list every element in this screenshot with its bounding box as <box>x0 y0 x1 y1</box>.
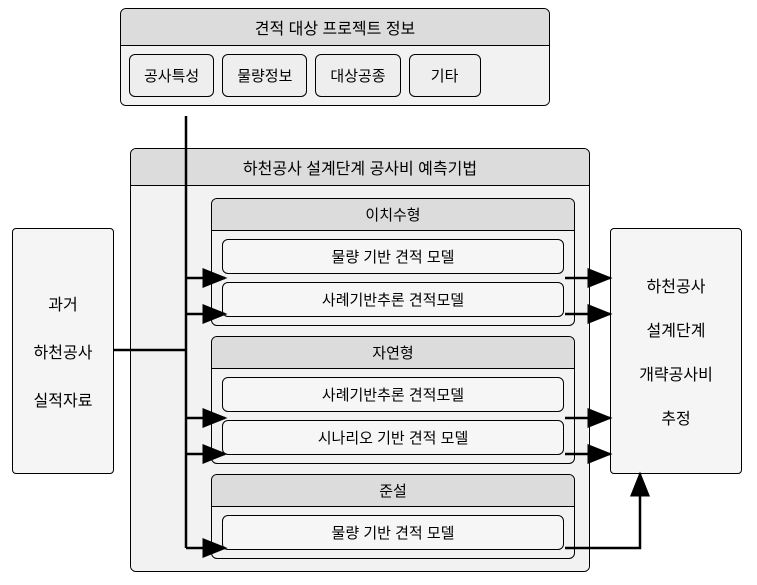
model-quantity-based-1: 물량 기반 견적 모델 <box>222 239 564 274</box>
group-natural-body: 사례기반추론 견적모델 시나리오 기반 견적 모델 <box>212 369 574 463</box>
right-line-3: 개략공사비 <box>617 361 735 385</box>
tab-etc: 기타 <box>409 54 481 97</box>
center-panel-body: 이치수형 물량 기반 견적 모델 사례기반추론 견적모델 자연형 사례기반추론 … <box>131 186 589 571</box>
top-panel: 견적 대상 프로젝트 정보 공사특성 물량정보 대상공종 기타 <box>120 8 550 106</box>
tab-target-work-type: 대상공종 <box>315 54 400 97</box>
top-panel-body: 공사특성 물량정보 대상공종 기타 <box>121 46 549 105</box>
right-line-4: 추정 <box>617 405 735 429</box>
left-line-3: 실적자료 <box>19 387 107 411</box>
group-conventional: 이치수형 물량 기반 견적 모델 사례기반추론 견적모델 <box>211 198 575 326</box>
right-box-output: 하천공사 설계단계 개략공사비 추정 <box>610 228 742 474</box>
group-conventional-title: 이치수형 <box>212 199 574 231</box>
model-cbr-2: 사례기반추론 견적모델 <box>222 377 564 412</box>
group-dredging-body: 물량 기반 견적 모델 <box>212 507 574 558</box>
model-cbr-1: 사례기반추론 견적모델 <box>222 282 564 317</box>
left-line-1: 과거 <box>19 291 107 315</box>
top-panel-title: 견적 대상 프로젝트 정보 <box>121 9 549 46</box>
group-dredging-title: 준설 <box>212 475 574 507</box>
tab-quantity-info: 물량정보 <box>222 54 307 97</box>
left-box-historical-data: 과거 하천공사 실적자료 <box>12 228 114 474</box>
center-panel-title: 하천공사 설계단계 공사비 예측기법 <box>131 149 589 186</box>
group-natural: 자연형 사례기반추론 견적모델 시나리오 기반 견적 모델 <box>211 336 575 464</box>
group-conventional-body: 물량 기반 견적 모델 사례기반추론 견적모델 <box>212 231 574 325</box>
center-panel: 하천공사 설계단계 공사비 예측기법 이치수형 물량 기반 견적 모델 사례기반… <box>130 148 590 572</box>
right-line-1: 하천공사 <box>617 273 735 297</box>
group-natural-title: 자연형 <box>212 337 574 369</box>
model-scenario-based: 시나리오 기반 견적 모델 <box>222 420 564 455</box>
left-line-2: 하천공사 <box>19 339 107 363</box>
right-line-2: 설계단계 <box>617 317 735 341</box>
model-quantity-based-2: 물량 기반 견적 모델 <box>222 515 564 550</box>
top-tabs-row: 공사특성 물량정보 대상공종 기타 <box>129 54 541 97</box>
group-dredging: 준설 물량 기반 견적 모델 <box>211 474 575 559</box>
tab-construction-characteristics: 공사특성 <box>129 54 214 97</box>
